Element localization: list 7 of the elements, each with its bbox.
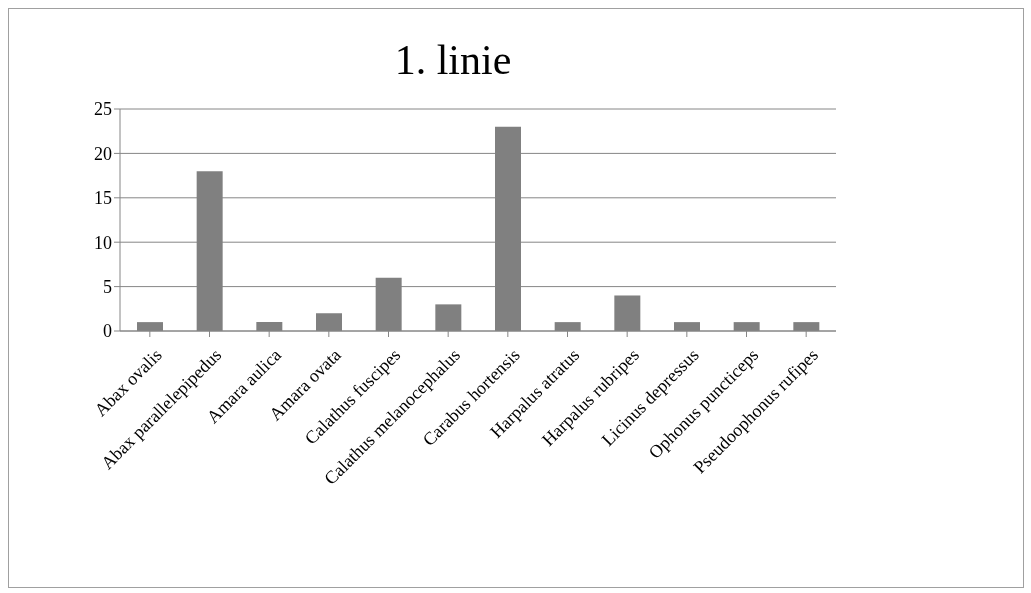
y-tick-label: 20 xyxy=(94,143,112,164)
chart-title: 1. linie xyxy=(393,37,513,83)
y-tick-label: 5 xyxy=(103,276,112,297)
y-tick-label: 10 xyxy=(94,232,112,253)
y-tick-label: 15 xyxy=(94,188,112,209)
y-tick-label: 25 xyxy=(94,99,112,120)
y-tick-label: 0 xyxy=(103,321,112,342)
